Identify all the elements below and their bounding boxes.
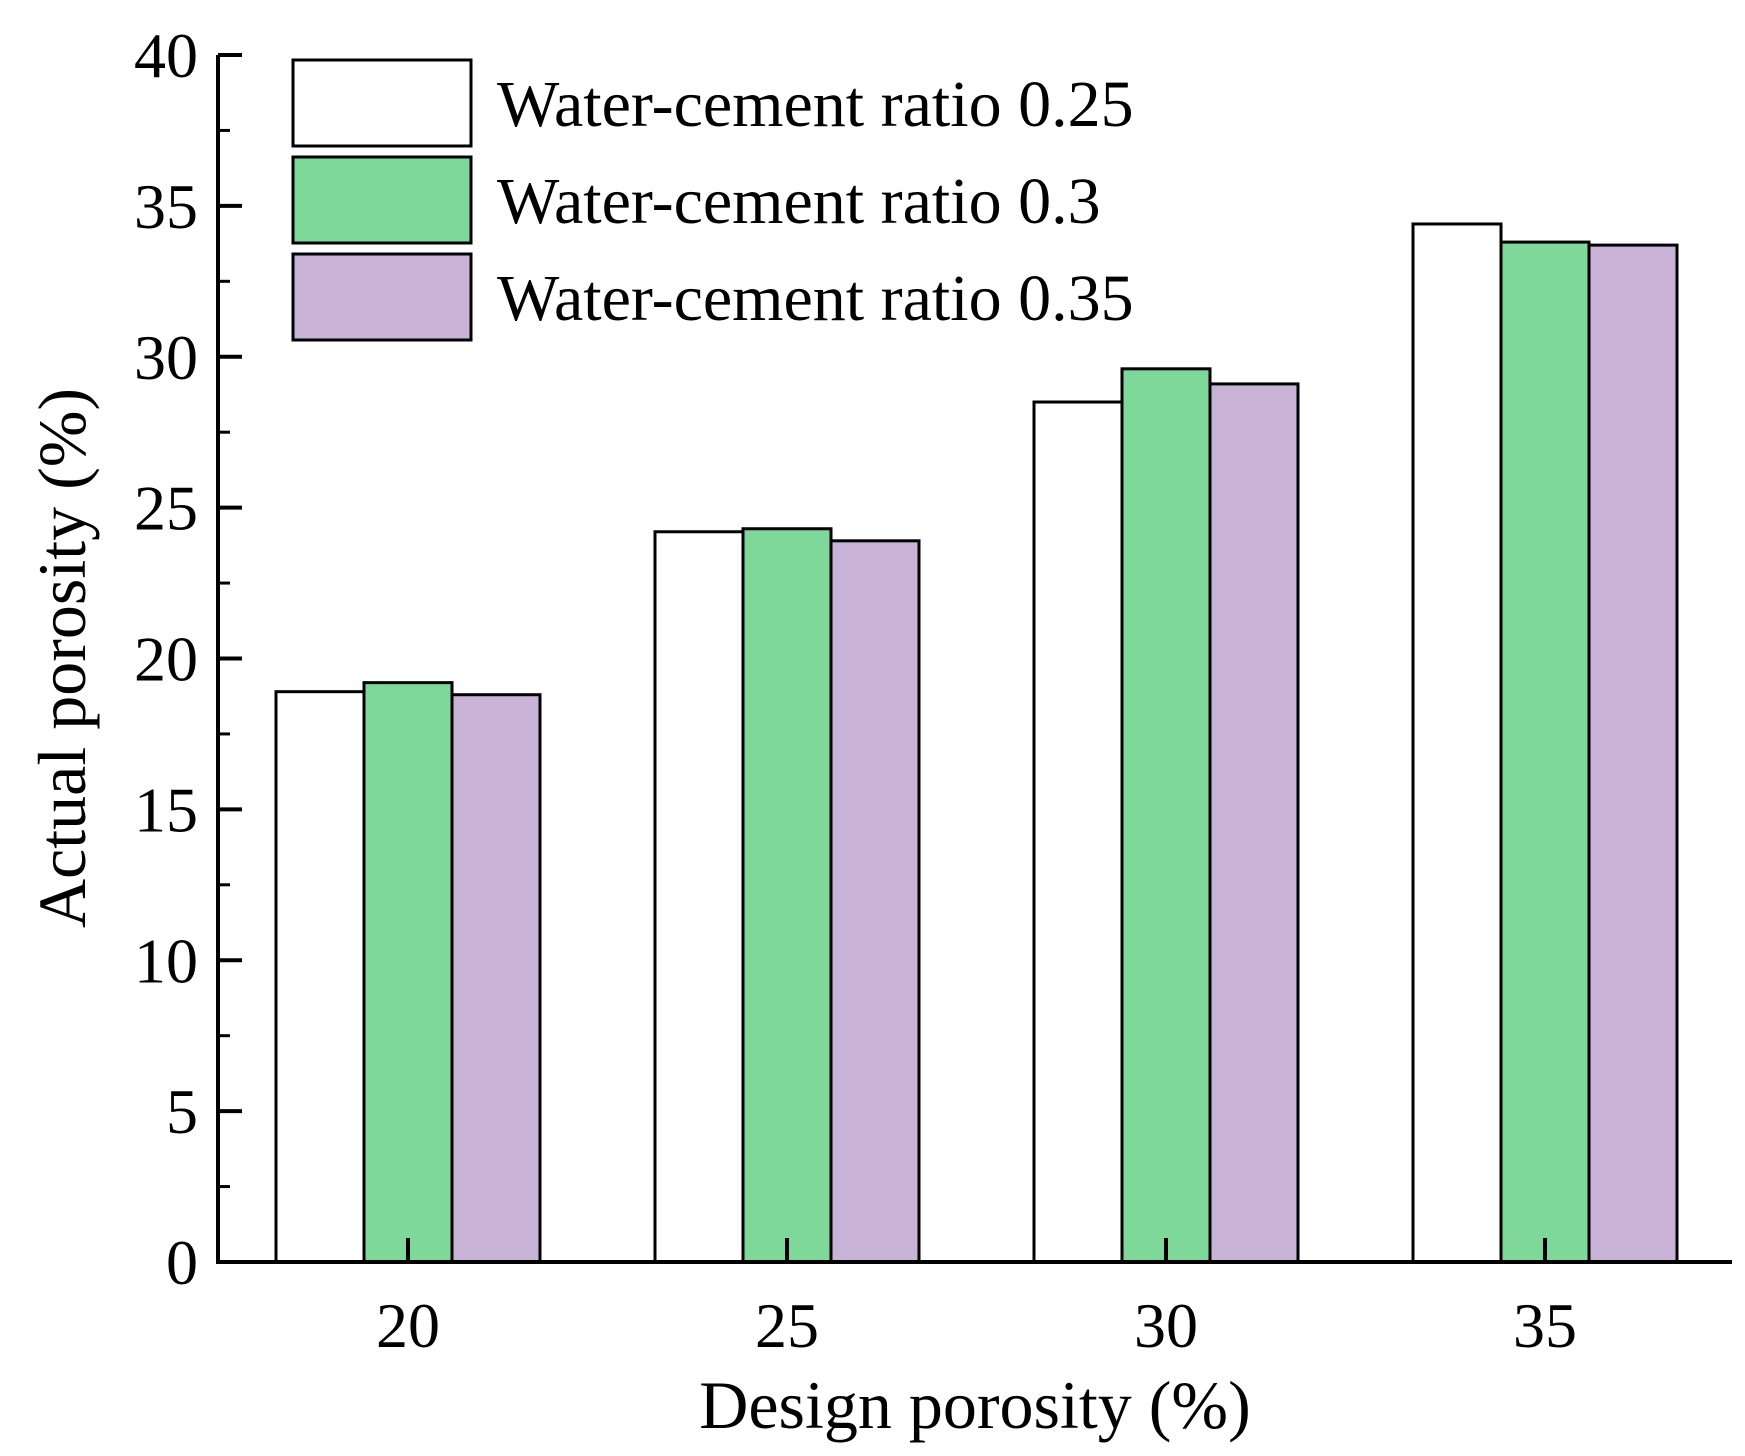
x-tick-label: 35 — [1513, 1290, 1577, 1361]
bar-30-series-1 — [1032, 400, 1124, 1264]
bar-20-series-1 — [274, 690, 366, 1264]
legend-label-1: Water-cement ratio 0.25 — [497, 68, 1134, 141]
y-tick-label: 35 — [134, 171, 198, 242]
y-tick-label: 40 — [134, 20, 198, 91]
x-tick-label: 25 — [755, 1290, 819, 1361]
legend-swatch-1 — [291, 58, 473, 148]
y-tick-label: 15 — [134, 774, 198, 845]
x-tick-label: 30 — [1134, 1290, 1198, 1361]
legend-label-2: Water-cement ratio 0.3 — [497, 165, 1101, 238]
bar-35-series-1 — [1411, 222, 1503, 1264]
y-tick-label: 10 — [134, 925, 198, 996]
bar-35-series-3 — [1587, 243, 1679, 1264]
bar-30-series-2 — [1120, 367, 1212, 1264]
y-ticks: 0 5 10 15 20 25 30 35 40 — [134, 20, 242, 1298]
legend: Water-cement ratio 0.25 Water-cement rati… — [291, 58, 1134, 342]
y-tick-label: 5 — [166, 1076, 198, 1147]
x-ticks: 20 25 30 35 — [376, 1238, 1577, 1361]
x-axis-label: Design porosity (%) — [699, 1367, 1250, 1443]
bar-30-series-3 — [1208, 382, 1300, 1264]
bar-25-series-2 — [741, 527, 833, 1264]
bars-layer — [274, 222, 1679, 1264]
x-tick-label: 20 — [376, 1290, 440, 1361]
legend-swatch-3 — [291, 252, 473, 342]
legend-swatch-2 — [291, 155, 473, 245]
y-tick-label: 30 — [134, 322, 198, 393]
y-tick-label: 20 — [134, 624, 198, 695]
y-axis-label: Actual porosity (%) — [24, 388, 100, 928]
legend-label-3: Water-cement ratio 0.35 — [497, 262, 1134, 335]
y-tick-label: 25 — [134, 473, 198, 544]
bar-25-series-1 — [653, 530, 745, 1264]
y-tick-label: 0 — [166, 1227, 198, 1298]
bar-20-series-2 — [362, 681, 454, 1264]
bar-35-series-2 — [1499, 240, 1591, 1264]
bar-25-series-3 — [829, 539, 921, 1264]
bar-20-series-3 — [450, 693, 542, 1264]
